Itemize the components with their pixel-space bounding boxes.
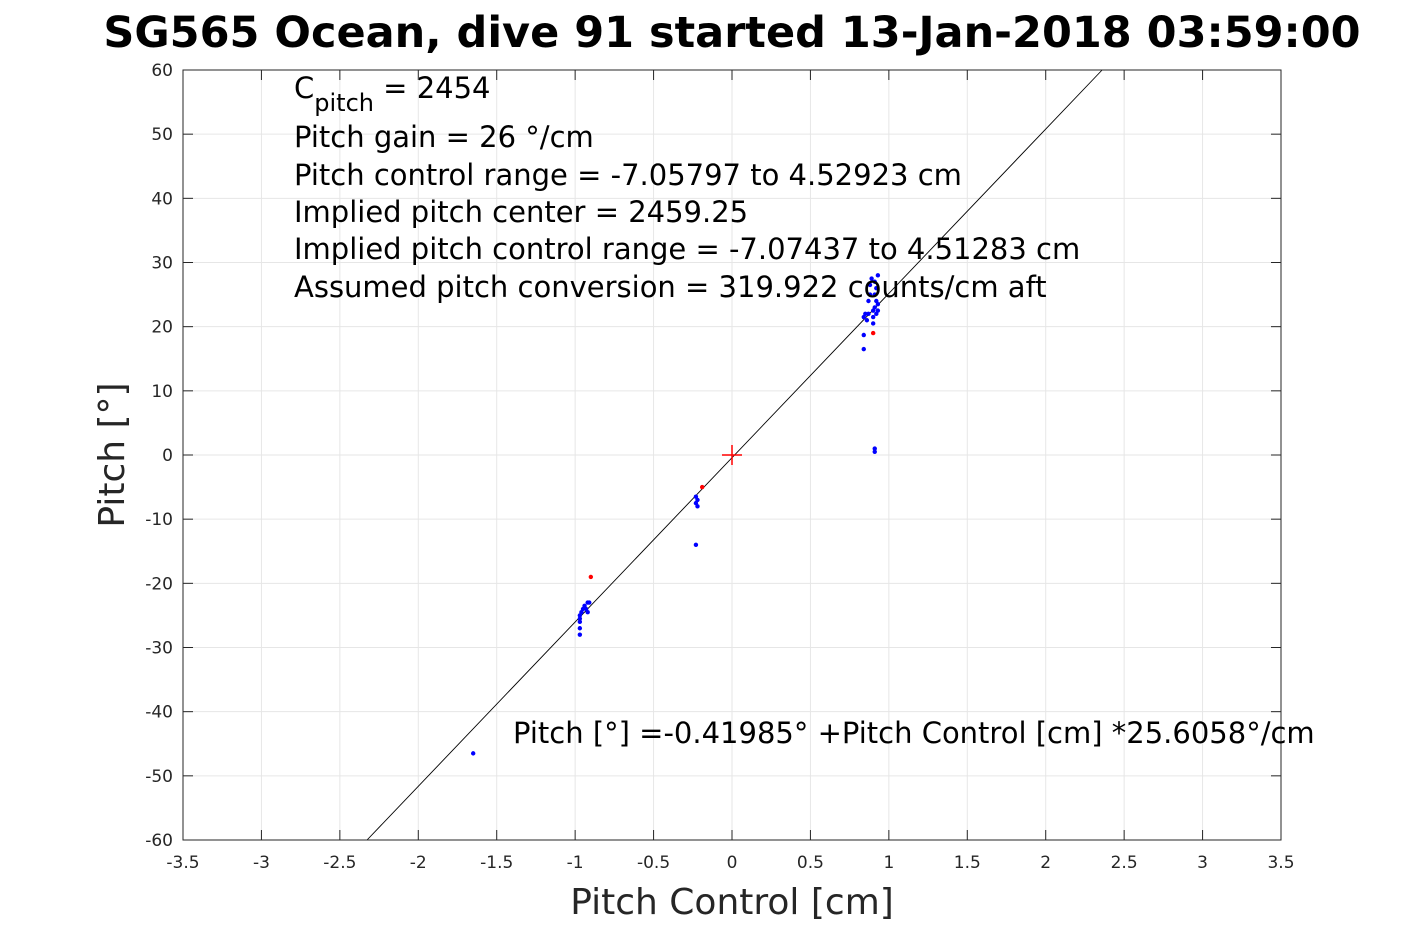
y-tick-label: -40 bbox=[145, 703, 173, 723]
x-tick-label: 0.5 bbox=[797, 853, 824, 873]
y-tick-label: 40 bbox=[151, 189, 173, 209]
annotation-pitch-control-range: Pitch control range = -7.05797 to 4.5292… bbox=[294, 158, 962, 192]
data-point-blue bbox=[577, 616, 583, 621]
data-point-blue bbox=[867, 292, 873, 297]
y-axis-label: Pitch [°] bbox=[92, 382, 133, 527]
annotation-pitch-gain: Pitch gain = 26 °/cm bbox=[294, 120, 594, 154]
x-tick-label: 2.5 bbox=[1111, 853, 1138, 873]
x-tick-label: -0.5 bbox=[637, 853, 670, 873]
y-tick-label: 0 bbox=[162, 446, 173, 466]
data-point-blue bbox=[470, 751, 476, 756]
data-point-blue bbox=[872, 279, 877, 284]
data-point-blue bbox=[693, 542, 699, 548]
y-tick-label: 20 bbox=[151, 318, 173, 338]
y-tick-label: 60 bbox=[151, 61, 173, 81]
data-point-red bbox=[588, 574, 594, 580]
y-tick-label: -30 bbox=[145, 639, 173, 659]
x-tick-label: 3.5 bbox=[1267, 853, 1294, 873]
x-tick-label: -2.5 bbox=[323, 853, 356, 873]
y-tick-label: -60 bbox=[145, 831, 173, 851]
annotation-pitch-conversion: Assumed pitch conversion = 319.922 count… bbox=[294, 270, 1047, 304]
data-point-blue bbox=[874, 285, 879, 291]
data-point-red bbox=[699, 484, 705, 490]
x-tick-label: 3 bbox=[1197, 853, 1208, 873]
data-point-blue bbox=[870, 321, 876, 326]
data-point-blue bbox=[866, 298, 871, 304]
x-tick-label: -2 bbox=[410, 853, 427, 873]
chart-title: SG565 Ocean, dive 91 started 13-Jan-2018… bbox=[103, 8, 1360, 58]
data-point-blue bbox=[861, 332, 866, 338]
data-point-blue bbox=[869, 276, 874, 281]
data-point-blue bbox=[695, 504, 700, 509]
data-point-blue bbox=[875, 302, 881, 307]
x-axis-label: Pitch Control [cm] bbox=[570, 882, 894, 923]
data-point-blue bbox=[577, 619, 583, 625]
data-point-blue bbox=[875, 308, 881, 313]
y-tick-label: -10 bbox=[145, 510, 173, 530]
data-point-red bbox=[870, 330, 876, 336]
y-tick-label: 30 bbox=[151, 254, 173, 274]
annotation-cpitch: Cpitch = 2454 bbox=[294, 71, 491, 117]
x-tick-label: 1.5 bbox=[954, 853, 981, 873]
x-tick-label: -3 bbox=[253, 853, 270, 873]
y-tick-label: 10 bbox=[151, 382, 173, 402]
x-tick-label: -3.5 bbox=[166, 853, 199, 873]
axis-ticks: -3.5 -3 -2.5 -2 -1.5 -1 -0.5 0 0.5 1 1.5 2 2.5 3 3.5 -6… bbox=[145, 61, 1294, 873]
x-tick-label: 1 bbox=[883, 853, 894, 873]
data-point-blue bbox=[870, 314, 876, 320]
data-point-blue bbox=[872, 292, 877, 297]
data-point-blue bbox=[872, 449, 877, 454]
x-tick-label: 0 bbox=[727, 853, 738, 873]
data-point-blue bbox=[872, 446, 877, 451]
x-tick-label: -1 bbox=[567, 853, 584, 873]
y-tick-label: -50 bbox=[145, 767, 173, 787]
x-tick-label: 2 bbox=[1040, 853, 1051, 873]
data-point-blue bbox=[864, 318, 870, 323]
cpitch-main: C bbox=[294, 71, 314, 105]
cpitch-value: = 2454 bbox=[374, 71, 491, 105]
data-point-blue bbox=[585, 610, 590, 615]
data-point-blue bbox=[695, 497, 700, 503]
data-point-blue bbox=[577, 632, 583, 637]
data-point-blue bbox=[875, 273, 881, 278]
data-point-blue bbox=[863, 311, 868, 317]
x-tick-label: -1.5 bbox=[480, 853, 513, 873]
data-point-blue bbox=[587, 600, 592, 605]
annotation-implied-pitch-center: Implied pitch center = 2459.25 bbox=[294, 195, 748, 229]
data-point-blue bbox=[577, 626, 583, 631]
data-point-blue bbox=[861, 346, 866, 352]
cpitch-subscript: pitch bbox=[314, 89, 374, 117]
data-points bbox=[470, 273, 881, 756]
y-tick-label: -20 bbox=[145, 574, 173, 594]
data-point-blue bbox=[872, 305, 877, 310]
data-point-blue bbox=[867, 282, 873, 288]
center-marker-layer bbox=[722, 445, 742, 465]
annotation-fit-equation: Pitch [°] =-0.41985° +Pitch Control [cm]… bbox=[513, 716, 1315, 750]
data-point-blue bbox=[866, 311, 871, 317]
y-tick-label: 50 bbox=[151, 125, 173, 145]
annotation-implied-control-range: Implied pitch control range = -7.07437 t… bbox=[294, 232, 1080, 266]
